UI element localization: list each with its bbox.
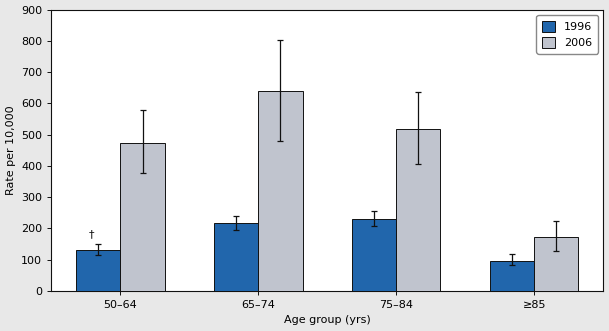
Bar	[258, 91, 303, 291]
Bar	[76, 250, 121, 291]
Legend: 1996, 2006: 1996, 2006	[537, 15, 598, 54]
Bar	[121, 143, 164, 291]
Bar	[490, 260, 534, 291]
Bar	[534, 237, 579, 291]
X-axis label: Age group (yrs): Age group (yrs)	[284, 315, 371, 325]
Text: †: †	[89, 229, 94, 239]
Bar	[214, 223, 258, 291]
Bar	[396, 129, 440, 291]
Y-axis label: Rate per 10,000: Rate per 10,000	[5, 105, 16, 195]
Bar	[352, 219, 396, 291]
